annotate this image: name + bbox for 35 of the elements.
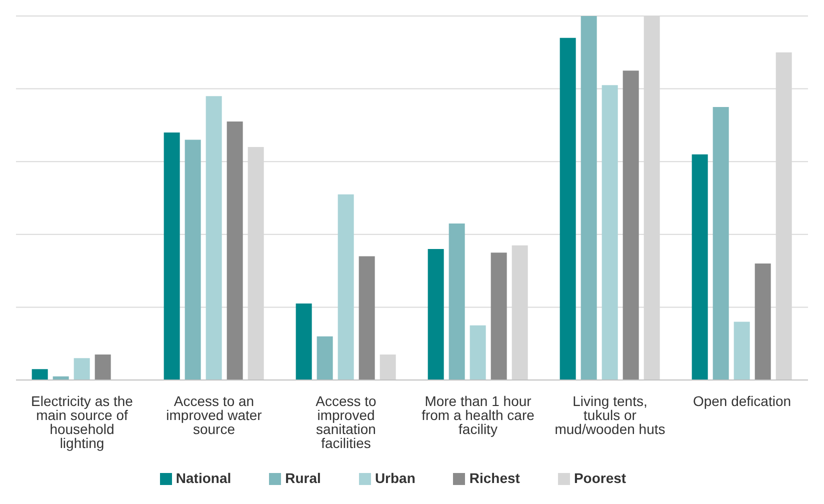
bar — [206, 96, 222, 380]
bar — [448, 223, 465, 380]
bar — [622, 70, 639, 380]
bar — [184, 140, 201, 380]
bar — [734, 322, 750, 380]
x-tick-label: Living tents, tukuls or mud/wooden huts — [554, 392, 666, 437]
x-tick-label: Open defication — [692, 392, 792, 409]
bar — [226, 122, 243, 380]
legend-label: Richest — [469, 470, 520, 486]
bar — [338, 194, 354, 380]
bar — [560, 38, 576, 380]
bar — [94, 354, 111, 380]
bar — [580, 16, 597, 380]
bar — [712, 107, 729, 380]
x-tick-label: More than 1 hour from a health care facility — [422, 392, 535, 437]
bar — [470, 325, 486, 380]
bar — [316, 336, 333, 380]
bar — [380, 354, 396, 380]
bar — [490, 252, 507, 380]
legend-label: National — [176, 470, 232, 486]
bar — [32, 369, 48, 380]
x-tick-label: Electricity as the main source of household lighting — [31, 392, 134, 451]
bar — [74, 358, 90, 380]
bar — [296, 304, 312, 380]
bar — [164, 132, 180, 380]
bar — [692, 154, 708, 380]
legend-label: Poorest — [574, 470, 626, 486]
bar — [602, 85, 618, 380]
bar — [428, 248, 444, 380]
legend-label: Rural — [285, 470, 321, 486]
x-tick-label: Access to an improved water source — [166, 392, 262, 437]
bar — [754, 264, 771, 380]
legend-label: Urban — [374, 470, 416, 486]
bar — [358, 256, 375, 380]
x-tick-label: Access to improved sanitation facilities — [316, 392, 377, 451]
